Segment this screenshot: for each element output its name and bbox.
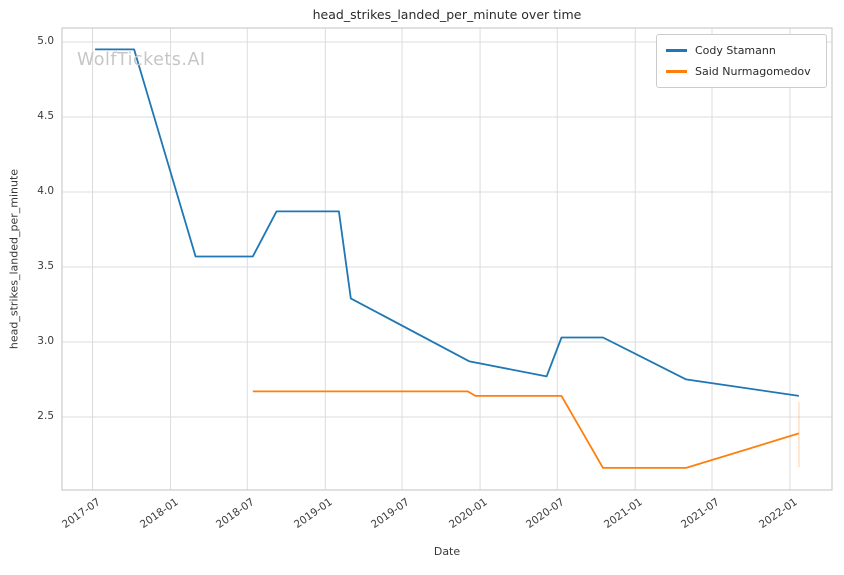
y-tick-label: 4.0 bbox=[37, 184, 54, 197]
legend-line-swatch-orange bbox=[666, 70, 687, 73]
legend-entry-cody-stamann: Cody Stamann bbox=[666, 40, 817, 61]
watermark: WolfTickets.AI bbox=[77, 50, 206, 70]
y-tick-label: 5.0 bbox=[37, 34, 54, 47]
x-axis-label: Date bbox=[433, 545, 461, 558]
series-line-0 bbox=[95, 48, 800, 397]
legend-label: Said Nurmagomedov bbox=[695, 65, 811, 78]
y-tick-label: 3.0 bbox=[37, 334, 54, 347]
y-axis-label: head_strikes_landed_per_minute bbox=[7, 168, 21, 350]
y-tick-label: 2.5 bbox=[37, 409, 54, 422]
legend-line-swatch-blue bbox=[666, 49, 687, 52]
axes-spines bbox=[61, 27, 833, 491]
legend-entry-said-nurmagomedov: Said Nurmagomedov bbox=[666, 61, 817, 82]
y-tick-label: 4.5 bbox=[37, 109, 54, 122]
chart-title: head_strikes_landed_per_minute over time bbox=[312, 7, 582, 22]
legend-label: Cody Stamann bbox=[695, 44, 776, 57]
legend: Cody Stamann Said Nurmagomedov bbox=[656, 34, 827, 88]
y-tick-label: 3.5 bbox=[37, 259, 54, 272]
series-line-1 bbox=[252, 390, 800, 469]
